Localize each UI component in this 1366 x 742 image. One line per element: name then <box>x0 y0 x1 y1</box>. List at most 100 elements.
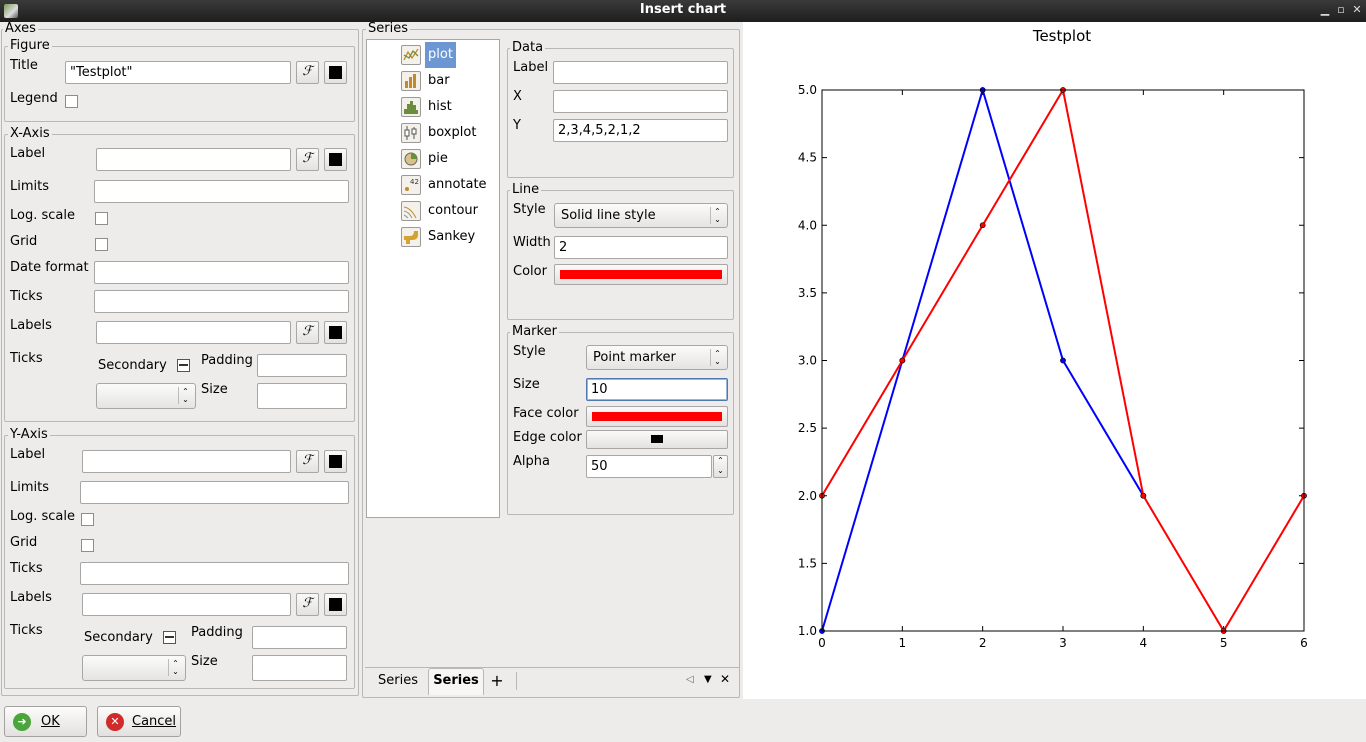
x-label-label: Label <box>10 146 46 161</box>
x-label-input[interactable] <box>96 148 291 171</box>
x-tick-label: 1 <box>899 636 907 650</box>
x-padding-label: Padding <box>201 353 253 368</box>
axes-group-title: Axes <box>3 21 38 36</box>
y-labels-formula-button[interactable]: ℱ <box>296 593 319 616</box>
chevron-updown-icon: ⌃ ⌄ <box>178 387 192 404</box>
x-padding-input[interactable] <box>257 354 347 377</box>
add-tab-button[interactable]: + <box>490 671 504 690</box>
marker-style-select[interactable]: Point marker ⌃ ⌄ <box>586 345 728 370</box>
series-tab-1[interactable]: Series <box>370 670 426 694</box>
marker-alpha-input[interactable]: 50 <box>586 455 712 478</box>
line-style-select[interactable]: Solid line style ⌃ ⌄ <box>554 203 728 228</box>
svg-text:42: 42 <box>410 178 419 186</box>
series-tab-bar <box>365 667 739 695</box>
marker-face-color-button[interactable] <box>586 406 728 427</box>
alpha-spin-buttons[interactable]: ⌃ ⌄ <box>713 455 728 478</box>
boxplot-icon <box>401 123 421 143</box>
series-type-list[interactable]: plot bar hist boxplot pie 42 annotate co… <box>366 39 500 518</box>
x-tick-label: 6 <box>1300 636 1308 650</box>
y-ticks-combo[interactable]: ⌃ ⌄ <box>82 655 186 681</box>
bar-chart-icon <box>401 71 421 91</box>
legend-checkbox[interactable] <box>65 95 78 108</box>
x-labels-label: Labels <box>10 318 52 333</box>
series-type-label: plot <box>425 42 456 68</box>
close-icon[interactable]: ✕ <box>1352 3 1362 16</box>
marker-face-color-label: Face color <box>513 406 579 421</box>
ok-button[interactable]: ➜ OK <box>4 706 87 737</box>
x-date-format-label: Date format <box>10 260 89 275</box>
y-label-formula-button[interactable]: ℱ <box>296 450 319 473</box>
tab-list-dropdown-icon[interactable]: ▼ <box>704 674 712 685</box>
y-label-color-button[interactable] <box>324 450 347 473</box>
x-secondary-checkbox[interactable] <box>177 359 190 372</box>
y-limits-input[interactable] <box>80 481 349 504</box>
figure-title-input[interactable]: "Testplot" <box>65 61 291 84</box>
x-log-scale-checkbox[interactable] <box>95 212 108 225</box>
line-width-input[interactable]: 2 <box>554 236 728 259</box>
line-color-button[interactable] <box>554 264 728 285</box>
y-labels-input[interactable] <box>82 593 291 616</box>
x-grid-checkbox[interactable] <box>95 238 108 251</box>
y-labels-color-button[interactable] <box>324 593 347 616</box>
x-axis-group <box>4 134 355 422</box>
y-grid-checkbox[interactable] <box>81 539 94 552</box>
plot-frame <box>821 89 1305 632</box>
app-icon <box>4 4 18 18</box>
data-label-input[interactable] <box>553 61 728 84</box>
axes-group <box>1 29 359 696</box>
face-color-swatch <box>592 412 722 421</box>
y-tick-label: 3.0 <box>798 354 817 368</box>
x-ticks-combo[interactable]: ⌃ ⌄ <box>96 383 196 409</box>
x-label-formula-button[interactable]: ℱ <box>296 148 319 171</box>
color-swatch <box>329 153 342 166</box>
x-labels-color-button[interactable] <box>324 321 347 344</box>
data-x-input[interactable] <box>553 90 728 113</box>
cancel-button[interactable]: ✕ Cancel <box>97 706 181 737</box>
y-ticks2-label: Ticks <box>10 623 43 638</box>
y-padding-label: Padding <box>191 625 243 640</box>
y-tick-label: 3.5 <box>798 286 817 300</box>
x-label-color-button[interactable] <box>324 148 347 171</box>
window-title: Insert chart <box>639 2 727 17</box>
marker-edge-color-button[interactable] <box>586 430 728 449</box>
window-titlebar[interactable]: Insert chart ▁ ▫ ✕ <box>0 0 1366 22</box>
close-tab-icon[interactable]: ✕ <box>720 672 731 686</box>
figure-title-formula-button[interactable]: ℱ <box>296 61 319 84</box>
color-swatch <box>329 455 342 468</box>
y-secondary-checkbox[interactable] <box>163 631 176 644</box>
y-padding-input[interactable] <box>252 626 347 649</box>
x-labels-formula-button[interactable]: ℱ <box>296 321 319 344</box>
x-size-input[interactable] <box>257 383 347 409</box>
y-axis-group <box>4 435 355 689</box>
marker-style-value: Point marker <box>593 350 676 365</box>
marker-group-title: Marker <box>510 324 559 339</box>
line-color-swatch <box>560 270 722 279</box>
series-type-label: hist <box>428 99 452 114</box>
y-size-input[interactable] <box>252 655 347 681</box>
y-log-scale-checkbox[interactable] <box>81 513 94 526</box>
y-secondary-label: Secondary <box>84 630 153 645</box>
x-date-format-input[interactable] <box>94 261 349 284</box>
cancel-label: Cancel <box>132 714 177 729</box>
x-labels-input[interactable] <box>96 321 291 344</box>
series-2-point <box>979 222 986 229</box>
marker-size-input[interactable]: 10 <box>586 378 728 401</box>
data-label-label: Label <box>513 60 549 75</box>
x-limits-input[interactable] <box>94 180 349 203</box>
y-label-input[interactable] <box>82 450 291 473</box>
line-group-title: Line <box>510 182 542 197</box>
figure-title-color-button[interactable] <box>324 61 347 84</box>
tristate-mark <box>179 364 188 366</box>
figure-group <box>4 46 355 122</box>
series-tab-2[interactable]: Series <box>428 668 484 695</box>
tab-label: Series <box>378 673 418 688</box>
data-group-title: Data <box>510 40 546 55</box>
series-type-label: bar <box>428 73 450 88</box>
minimize-icon[interactable]: ▁ <box>1320 3 1330 16</box>
x-log-scale-label: Log. scale <box>10 208 75 223</box>
y-ticks-input[interactable] <box>80 562 349 585</box>
scroll-tabs-left-icon[interactable]: ◁ <box>686 674 694 685</box>
maximize-icon[interactable]: ▫ <box>1337 3 1345 16</box>
x-ticks-input[interactable] <box>94 290 349 313</box>
data-y-input[interactable]: 2,3,4,5,2,1,2 <box>553 119 728 142</box>
